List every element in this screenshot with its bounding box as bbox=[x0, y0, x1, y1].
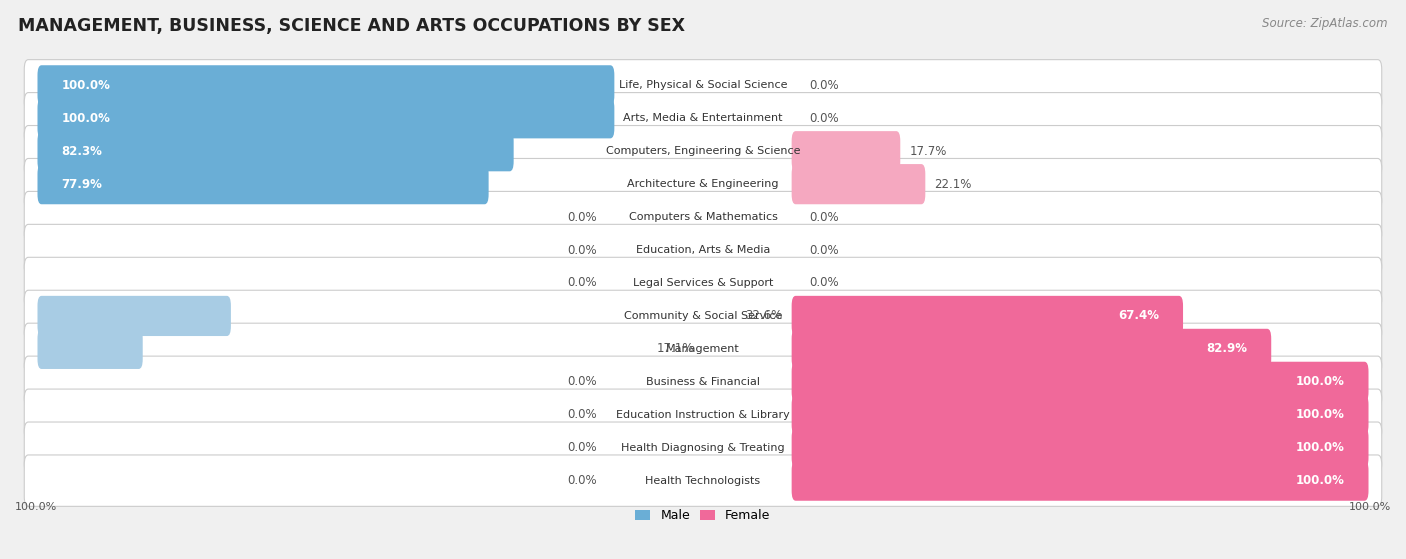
Text: MANAGEMENT, BUSINESS, SCIENCE AND ARTS OCCUPATIONS BY SEX: MANAGEMENT, BUSINESS, SCIENCE AND ARTS O… bbox=[18, 17, 685, 35]
FancyBboxPatch shape bbox=[38, 329, 143, 369]
FancyBboxPatch shape bbox=[24, 60, 1382, 111]
Text: Health Diagnosing & Treating: Health Diagnosing & Treating bbox=[621, 443, 785, 453]
FancyBboxPatch shape bbox=[38, 164, 489, 204]
FancyBboxPatch shape bbox=[792, 428, 1368, 468]
Text: 100.0%: 100.0% bbox=[1348, 502, 1391, 512]
FancyBboxPatch shape bbox=[24, 422, 1382, 473]
FancyBboxPatch shape bbox=[24, 126, 1382, 177]
Text: 17.1%: 17.1% bbox=[657, 342, 695, 356]
FancyBboxPatch shape bbox=[38, 131, 513, 171]
Text: 100.0%: 100.0% bbox=[62, 79, 110, 92]
FancyBboxPatch shape bbox=[24, 224, 1382, 276]
Text: Business & Financial: Business & Financial bbox=[645, 377, 761, 387]
FancyBboxPatch shape bbox=[792, 395, 1368, 435]
Text: 0.0%: 0.0% bbox=[568, 375, 598, 389]
Text: 0.0%: 0.0% bbox=[568, 441, 598, 454]
Text: Community & Social Service: Community & Social Service bbox=[624, 311, 782, 321]
FancyBboxPatch shape bbox=[792, 131, 900, 171]
FancyBboxPatch shape bbox=[24, 323, 1382, 375]
Text: Arts, Media & Entertainment: Arts, Media & Entertainment bbox=[623, 113, 783, 124]
Text: 100.0%: 100.0% bbox=[62, 112, 110, 125]
FancyBboxPatch shape bbox=[24, 290, 1382, 342]
Text: 77.9%: 77.9% bbox=[62, 178, 103, 191]
Text: 0.0%: 0.0% bbox=[568, 277, 598, 290]
Text: 32.6%: 32.6% bbox=[745, 310, 783, 323]
Text: 0.0%: 0.0% bbox=[808, 277, 838, 290]
Text: 0.0%: 0.0% bbox=[808, 79, 838, 92]
FancyBboxPatch shape bbox=[24, 389, 1382, 440]
FancyBboxPatch shape bbox=[38, 65, 614, 106]
FancyBboxPatch shape bbox=[792, 329, 1271, 369]
FancyBboxPatch shape bbox=[24, 356, 1382, 408]
FancyBboxPatch shape bbox=[792, 461, 1368, 501]
FancyBboxPatch shape bbox=[792, 296, 1182, 336]
Text: 0.0%: 0.0% bbox=[568, 474, 598, 487]
Text: 82.9%: 82.9% bbox=[1206, 342, 1247, 356]
FancyBboxPatch shape bbox=[38, 98, 614, 139]
FancyBboxPatch shape bbox=[792, 362, 1368, 402]
Text: Life, Physical & Social Science: Life, Physical & Social Science bbox=[619, 80, 787, 91]
Text: Education Instruction & Library: Education Instruction & Library bbox=[616, 410, 790, 420]
Text: Architecture & Engineering: Architecture & Engineering bbox=[627, 179, 779, 189]
Text: 17.7%: 17.7% bbox=[910, 145, 946, 158]
Text: 100.0%: 100.0% bbox=[15, 502, 58, 512]
FancyBboxPatch shape bbox=[24, 455, 1382, 506]
Text: Education, Arts & Media: Education, Arts & Media bbox=[636, 245, 770, 255]
FancyBboxPatch shape bbox=[24, 257, 1382, 309]
Legend: Male, Female: Male, Female bbox=[636, 509, 770, 522]
Text: Computers & Mathematics: Computers & Mathematics bbox=[628, 212, 778, 222]
FancyBboxPatch shape bbox=[24, 158, 1382, 210]
Text: 0.0%: 0.0% bbox=[808, 211, 838, 224]
Text: 100.0%: 100.0% bbox=[1296, 408, 1344, 421]
FancyBboxPatch shape bbox=[24, 93, 1382, 144]
Text: 0.0%: 0.0% bbox=[568, 408, 598, 421]
FancyBboxPatch shape bbox=[38, 296, 231, 336]
Text: 22.1%: 22.1% bbox=[935, 178, 972, 191]
Text: 67.4%: 67.4% bbox=[1118, 310, 1159, 323]
Text: Computers, Engineering & Science: Computers, Engineering & Science bbox=[606, 146, 800, 156]
Text: 82.3%: 82.3% bbox=[62, 145, 103, 158]
Text: 0.0%: 0.0% bbox=[808, 244, 838, 257]
Text: 100.0%: 100.0% bbox=[1296, 441, 1344, 454]
Text: Health Technologists: Health Technologists bbox=[645, 476, 761, 486]
Text: Source: ZipAtlas.com: Source: ZipAtlas.com bbox=[1263, 17, 1388, 30]
Text: 100.0%: 100.0% bbox=[1296, 474, 1344, 487]
FancyBboxPatch shape bbox=[24, 191, 1382, 243]
FancyBboxPatch shape bbox=[792, 164, 925, 204]
Text: 0.0%: 0.0% bbox=[568, 211, 598, 224]
Text: 0.0%: 0.0% bbox=[808, 112, 838, 125]
Text: Management: Management bbox=[666, 344, 740, 354]
Text: Legal Services & Support: Legal Services & Support bbox=[633, 278, 773, 288]
Text: 100.0%: 100.0% bbox=[1296, 375, 1344, 389]
Text: 0.0%: 0.0% bbox=[568, 244, 598, 257]
